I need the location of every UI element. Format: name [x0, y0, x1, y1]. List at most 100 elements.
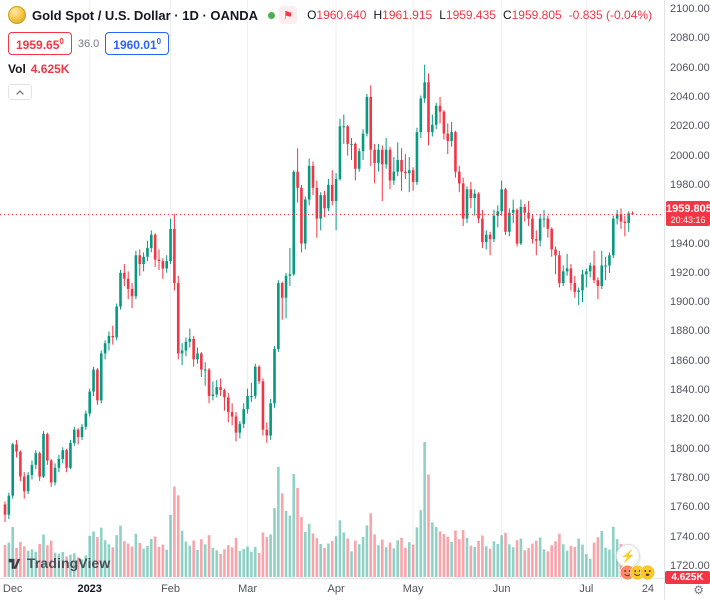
price-axis-label: 2000.000: [670, 149, 710, 162]
candle-body: [458, 171, 461, 184]
current-price-value: 1959.805: [666, 203, 710, 216]
price-axis[interactable]: 2100.000 2080.000 2060.000 2040.000 2020.000…: [664, 0, 710, 578]
volume-bar: [423, 442, 426, 577]
volume-bar: [535, 540, 538, 577]
current-price-badge: 1959.805 20:43:16: [666, 201, 710, 227]
candle-body: [461, 183, 465, 219]
candle-body: [311, 165, 315, 188]
candle-body: [519, 206, 523, 244]
volume-bar: [550, 545, 553, 577]
buy-button[interactable]: 1960.010: [105, 32, 170, 55]
chart-pane[interactable]: Gold Spot / U.S. Dollar · 1D · OANDA ⚑ O…: [0, 0, 664, 580]
volume-value: 4.625K: [30, 62, 70, 76]
volume-bar: [96, 537, 99, 577]
volume-bar: [458, 539, 461, 577]
candle-body: [615, 214, 619, 219]
candle-body: [315, 187, 319, 219]
volume-bar: [150, 538, 153, 577]
emoji-face-icon: [640, 565, 655, 580]
candle-body: [180, 350, 184, 354]
high-label: H: [373, 8, 383, 22]
volume-bar: [157, 546, 161, 577]
candle-body: [173, 228, 176, 284]
candle-body: [511, 209, 515, 213]
candle-body: [573, 283, 577, 292]
candle-body: [342, 126, 346, 128]
tradingview-logo[interactable]: TradingView: [7, 555, 110, 571]
candle-body: [523, 206, 527, 213]
candle-body: [330, 184, 334, 202]
volume-bar: [192, 540, 195, 577]
volume-bar: [250, 551, 253, 577]
candle-body: [500, 189, 503, 212]
candle-body: [388, 149, 392, 181]
time-axis-label: Jun: [492, 583, 511, 595]
candle-body: [157, 259, 161, 262]
volume-bar: [307, 524, 311, 577]
close-label: C: [502, 8, 512, 22]
volume-bar: [558, 533, 561, 577]
volume-bar: [492, 541, 496, 577]
price-axis-label: 1880.000: [670, 325, 710, 338]
candle-body: [99, 353, 103, 401]
time-axis[interactable]: Dec 2023 Feb Mar Apr May Jun Jul 24: [0, 578, 664, 601]
candle-body: [188, 338, 192, 342]
price-axis-label: 1780.000: [670, 472, 710, 485]
candle-body: [192, 338, 195, 360]
volume-bar: [11, 527, 14, 577]
candle-body: [96, 369, 99, 401]
emoji-reactions-button[interactable]: [620, 565, 655, 580]
candle-body: [612, 218, 615, 256]
collapse-legend-button[interactable]: [8, 84, 32, 100]
volume-bar: [134, 533, 138, 577]
candle-body: [76, 429, 80, 438]
volume-bar: [373, 534, 376, 577]
volume-bar: [585, 554, 588, 577]
volume-bar: [80, 559, 84, 577]
volume-bar: [161, 544, 165, 577]
volume-bar: [138, 542, 142, 577]
candle-body: [280, 283, 284, 298]
candle-body: [115, 306, 118, 338]
volume-bar: [427, 474, 430, 577]
candle-body: [49, 460, 53, 483]
volume-bar: [357, 544, 361, 577]
volume-bar: [365, 525, 369, 577]
volume-bar: [465, 537, 469, 577]
candle-body: [631, 213, 634, 215]
volume-bar: [354, 540, 357, 577]
symbol-title[interactable]: Gold Spot / U.S. Dollar · 1D · OANDA: [32, 7, 259, 23]
price-axis-label: 1900.000: [670, 296, 710, 309]
volume-bar: [338, 520, 342, 577]
candle-body: [600, 265, 604, 287]
current-volume-badge: 4.625K: [665, 571, 710, 584]
volume-bar: [442, 534, 446, 577]
quick-actions-button[interactable]: ⚡: [616, 544, 640, 568]
price-axis-label: 2040.000: [670, 90, 710, 103]
candle-body: [103, 343, 107, 354]
volume-bar: [361, 536, 365, 577]
candle-body: [619, 214, 623, 222]
candle-body: [34, 453, 38, 465]
candle-body: [446, 133, 450, 141]
flag-icon[interactable]: ⚑: [279, 6, 298, 24]
gear-icon[interactable]: ⚙: [693, 582, 704, 597]
candle-body: [230, 412, 234, 417]
spread-value: 36.0: [77, 37, 100, 50]
volume-bar: [515, 540, 519, 577]
price-axis-label: 2080.000: [670, 32, 710, 45]
volume-bar: [34, 551, 38, 577]
candle-body: [296, 171, 299, 188]
volume-bar: [234, 537, 238, 577]
volume-bar: [546, 551, 550, 577]
volume-bar: [531, 543, 534, 577]
volume-bar: [142, 548, 145, 577]
sell-button[interactable]: 1959.650: [8, 32, 72, 55]
volume-bar: [477, 540, 480, 577]
volume-label: Vol: [8, 62, 26, 76]
candle-body: [19, 451, 22, 477]
volume-bar: [481, 535, 484, 577]
candle-body: [53, 467, 57, 483]
candle-body: [554, 249, 557, 256]
candle-body: [88, 391, 91, 414]
